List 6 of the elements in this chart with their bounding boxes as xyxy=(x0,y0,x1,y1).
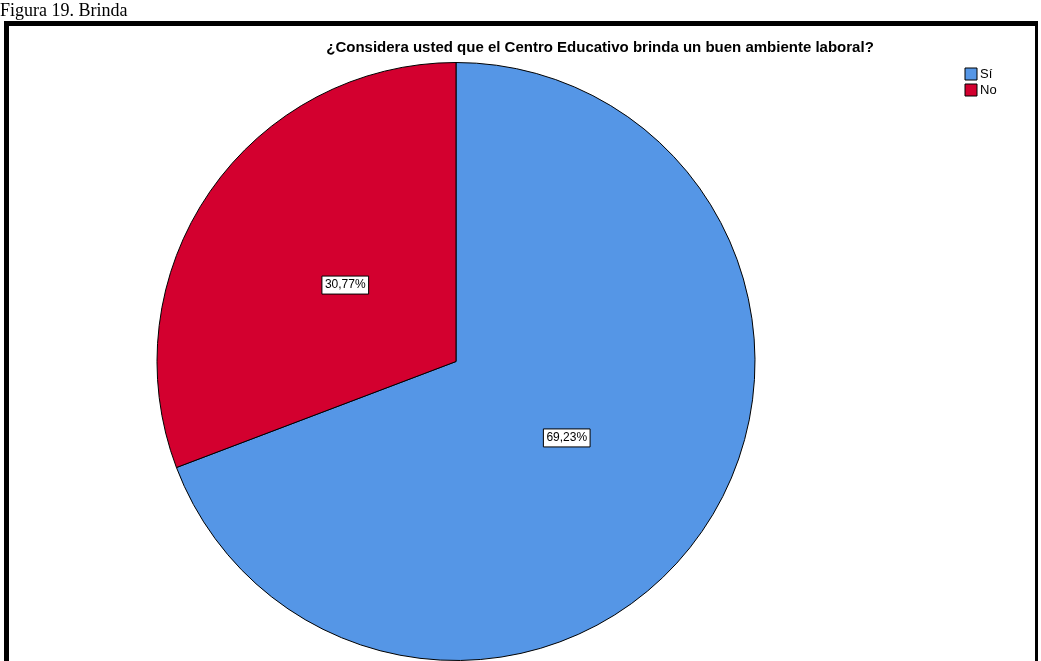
text: Figura 19. Brinda xyxy=(0,0,128,21)
data-label: 30,77% xyxy=(324,277,366,292)
legend-label: Sí xyxy=(980,65,993,81)
data-label: 69,23% xyxy=(546,430,588,445)
chart-title: ¿Considera usted que el Centro Educativo brinda un buen ambiente laboral? xyxy=(326,38,874,56)
legend-label: No xyxy=(980,81,997,97)
